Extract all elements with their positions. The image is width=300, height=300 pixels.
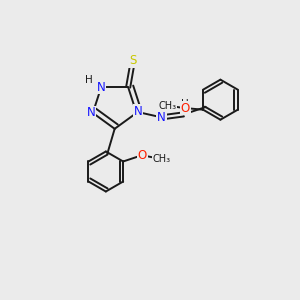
Text: N: N [87,106,96,119]
Text: N: N [157,111,166,124]
Text: CH₃: CH₃ [158,101,176,111]
Text: N: N [97,81,106,94]
Text: H: H [181,99,189,109]
Text: CH₃: CH₃ [153,154,171,164]
Text: O: O [181,102,190,115]
Text: H: H [85,75,93,85]
Text: S: S [129,54,136,67]
Text: N: N [134,105,142,118]
Text: O: O [138,149,147,162]
